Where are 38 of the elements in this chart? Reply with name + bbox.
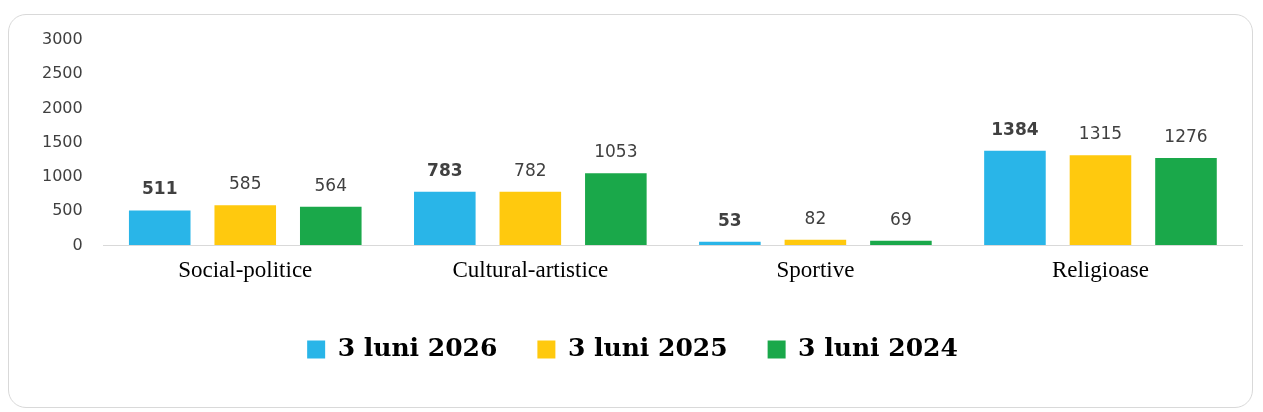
bar <box>299 206 362 245</box>
y-tick-label: 500 <box>52 200 83 220</box>
bar <box>699 241 761 245</box>
bar <box>784 239 847 245</box>
y-tick-label: 0 <box>72 234 83 254</box>
data-label: 782 <box>514 159 547 180</box>
data-label: 1053 <box>594 141 638 162</box>
bar <box>984 150 1046 245</box>
y-tick-label: 2000 <box>42 97 83 117</box>
data-label: 1315 <box>1078 123 1123 144</box>
data-label: 82 <box>804 207 827 228</box>
bar <box>585 173 647 245</box>
data-label: 783 <box>427 159 463 180</box>
data-label: 1384 <box>991 118 1039 139</box>
legend-label: 3 luni 2024 <box>798 333 958 362</box>
bar <box>499 191 562 245</box>
x-tick-label: Sportive <box>776 257 855 283</box>
y-tick-label: 1500 <box>42 131 83 151</box>
x-tick-label: Religioase <box>1051 257 1150 283</box>
bar <box>870 240 932 245</box>
data-label: 564 <box>314 174 347 195</box>
y-tick-label: 2500 <box>42 63 83 83</box>
bar <box>1069 155 1132 245</box>
legend-label: 3 luni 2025 <box>567 333 728 362</box>
bar <box>214 205 277 245</box>
data-label: 585 <box>229 173 262 194</box>
data-label: 69 <box>890 208 912 229</box>
data-label: 53 <box>718 209 742 230</box>
bar <box>1155 158 1217 245</box>
legend-label: 3 luni 2026 <box>337 333 498 362</box>
bar <box>128 210 191 245</box>
y-tick-label: 1000 <box>42 166 83 186</box>
data-label: 1276 <box>1164 125 1208 146</box>
x-tick-label: Cultural-artistice <box>452 257 609 283</box>
x-tick-label: Social-politice <box>178 257 313 283</box>
data-label: 511 <box>141 178 178 199</box>
bar <box>414 191 476 245</box>
y-tick-label: 3000 <box>42 29 83 49</box>
